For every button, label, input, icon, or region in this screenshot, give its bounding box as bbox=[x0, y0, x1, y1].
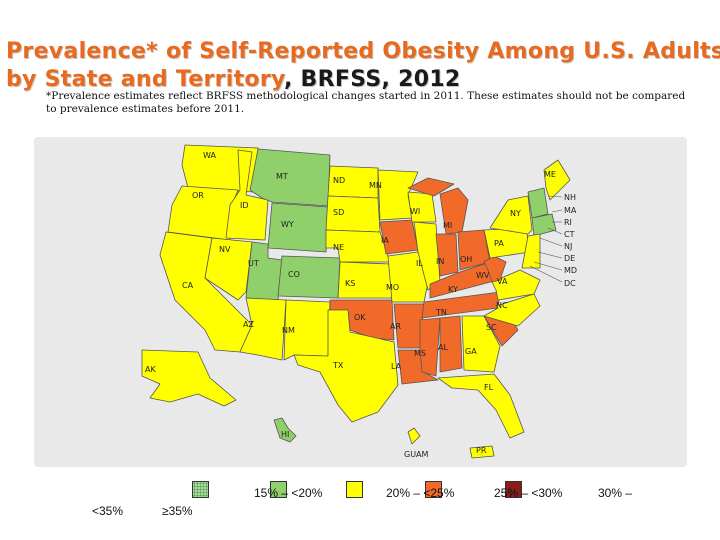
label-AZ: AZ bbox=[243, 320, 254, 329]
label-PA: PA bbox=[494, 239, 504, 248]
label-MA: MA bbox=[564, 206, 577, 215]
label-MD: MD bbox=[564, 266, 577, 275]
state-WY bbox=[267, 202, 329, 253]
state-AL bbox=[439, 315, 463, 373]
label-MS: MS bbox=[414, 349, 426, 358]
title-by-state: by State and Territory bbox=[6, 67, 284, 92]
label-LA: LA bbox=[391, 362, 402, 371]
label-GA: GA bbox=[465, 347, 477, 356]
label-RI: RI bbox=[564, 218, 572, 227]
label-ME: ME bbox=[544, 170, 556, 179]
label-CT: CT bbox=[564, 230, 575, 239]
label-FL: FL bbox=[484, 383, 494, 392]
state-TX bbox=[293, 309, 399, 423]
state-LA bbox=[397, 349, 439, 385]
territory-PR bbox=[469, 445, 495, 459]
state-MS bbox=[419, 317, 441, 377]
label-NM: NM bbox=[282, 326, 295, 335]
label-OR: OR bbox=[192, 191, 204, 200]
label-TN: TN bbox=[435, 308, 447, 317]
state-IN bbox=[435, 233, 459, 277]
label-OH: OH bbox=[460, 255, 472, 264]
legend-swatch-25-30 bbox=[425, 481, 442, 498]
legend-swatch-20-25 bbox=[346, 481, 363, 498]
label-CA: CA bbox=[182, 281, 194, 290]
state-NY bbox=[489, 195, 533, 235]
state-MI-upper bbox=[407, 177, 455, 197]
label-AR: AR bbox=[390, 322, 401, 331]
label-TX: TX bbox=[332, 361, 344, 370]
label-WV: WV bbox=[476, 271, 490, 280]
legend-swatch-ge35 bbox=[192, 481, 209, 498]
label-NV: NV bbox=[219, 245, 231, 254]
state-MO bbox=[387, 251, 429, 303]
label-AK: AK bbox=[145, 365, 156, 374]
legend-label-20-25: 20% – <25% bbox=[386, 486, 455, 500]
state-FL bbox=[437, 373, 525, 439]
state-VT-NH bbox=[527, 187, 549, 219]
legend-label-30: 30% – bbox=[598, 486, 633, 500]
map-subtitle: *Prevalence estimates reflect BRFSS meth… bbox=[46, 90, 686, 115]
territory-GUAM bbox=[407, 427, 421, 445]
label-NJ: NJ bbox=[564, 242, 572, 251]
state-GA bbox=[461, 315, 501, 373]
state-ID bbox=[225, 149, 269, 241]
label-WY: WY bbox=[281, 220, 294, 229]
label-WI: WI bbox=[410, 207, 420, 216]
legend-swatch-lt20 bbox=[270, 481, 287, 498]
label-DE: DE bbox=[564, 254, 575, 263]
state-MA-CT-RI bbox=[531, 213, 557, 237]
label-NE: NE bbox=[333, 243, 344, 252]
label-WA: WA bbox=[203, 151, 216, 160]
label-MN: MN bbox=[369, 181, 382, 190]
label-KY: KY bbox=[448, 285, 458, 294]
label-NC: NC bbox=[496, 301, 508, 310]
label-NY: NY bbox=[510, 209, 521, 218]
title-rest-line1: of Self-Reported Obesity Among U.S. Adul… bbox=[157, 39, 720, 64]
state-MT bbox=[249, 148, 331, 207]
legend-label-15-20: 15% – <20% bbox=[254, 486, 323, 500]
state-NJ-DE-MD bbox=[521, 233, 541, 269]
state-HI bbox=[273, 417, 297, 443]
label-IL: IL bbox=[416, 259, 423, 268]
label-UT: UT bbox=[248, 259, 259, 268]
label-SC: SC bbox=[486, 323, 497, 332]
label-HI: HI bbox=[281, 430, 289, 439]
legend-label-lt35: <35% bbox=[92, 504, 124, 518]
state-VA bbox=[491, 269, 541, 301]
label-ND: ND bbox=[333, 176, 345, 185]
label-MT: MT bbox=[276, 172, 288, 181]
legend-label-25-30: 25% – <30% bbox=[494, 486, 563, 500]
label-MI: MI bbox=[443, 221, 452, 230]
label-AL: AL bbox=[438, 343, 448, 352]
label-ID: ID bbox=[240, 201, 249, 210]
legend-swatch-30-35 bbox=[505, 481, 522, 498]
label-VA: VA bbox=[497, 277, 508, 286]
title-prevalence: Prevalence* bbox=[6, 39, 158, 64]
title-brfss: , BRFSS, 2012 bbox=[283, 67, 461, 92]
map-title: Prevalence* of Self-Reported Obesity Amo… bbox=[6, 38, 720, 94]
label-SD: SD bbox=[333, 208, 344, 217]
legend-label-ge35: ≥35% bbox=[162, 504, 193, 518]
label-GUAM: GUAM bbox=[404, 450, 429, 459]
state-ME bbox=[543, 159, 571, 201]
state-UT bbox=[245, 241, 283, 301]
label-OK: OK bbox=[354, 313, 366, 322]
label-KS: KS bbox=[345, 279, 355, 288]
label-NH: NH bbox=[564, 193, 576, 202]
label-IN: IN bbox=[436, 257, 444, 266]
label-CO: CO bbox=[288, 270, 300, 279]
state-MI bbox=[439, 187, 469, 235]
state-AK bbox=[141, 349, 237, 407]
label-DC: DC bbox=[564, 279, 576, 288]
label-IA: IA bbox=[381, 236, 389, 245]
label-MO: MO bbox=[386, 283, 399, 292]
state-NV bbox=[204, 237, 253, 301]
label-PR: PR bbox=[476, 446, 487, 455]
